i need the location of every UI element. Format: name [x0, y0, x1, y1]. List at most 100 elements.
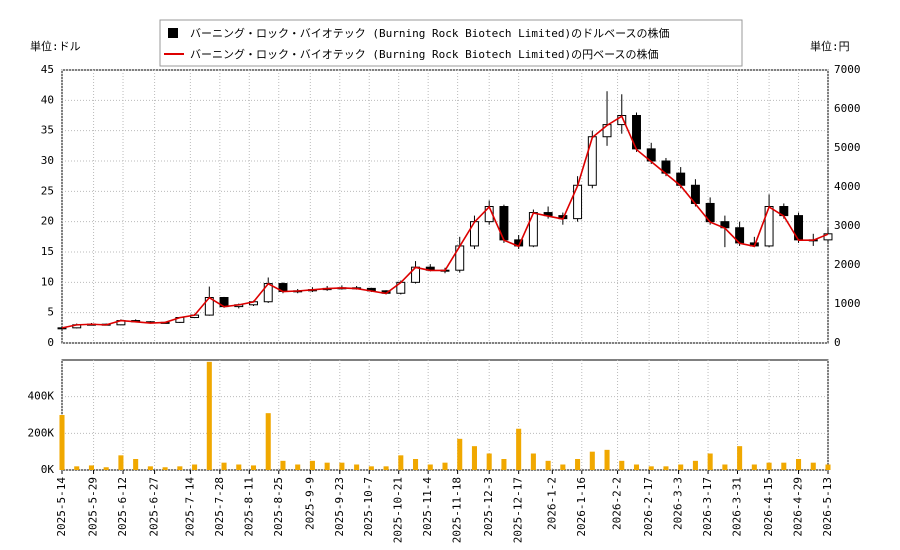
- y-tick-label: 40: [41, 93, 54, 106]
- volume-bar: [457, 438, 463, 470]
- x-tick-label: 2026-1-16: [575, 477, 588, 537]
- legend-label: バーニング・ロック・バイオテック (Burning Rock Biotech L…: [190, 47, 659, 61]
- volume-bar: [368, 466, 374, 470]
- volume-bar: [192, 464, 198, 470]
- volume-bar: [722, 464, 728, 470]
- y-tick-label: 30: [41, 154, 54, 167]
- plot-frame: [61, 359, 829, 471]
- volume-bar: [427, 464, 433, 470]
- x-tick-label: 2025-11-18: [451, 477, 464, 543]
- x-tick-label: 2025-7-28: [213, 477, 226, 537]
- x-tick-label: 2026-4-29: [792, 477, 805, 537]
- volume-bar: [766, 462, 772, 470]
- y-tick-label: 10: [41, 275, 54, 288]
- volume-bar: [501, 459, 507, 470]
- volume-bar: [633, 464, 640, 470]
- volume-bar: [589, 451, 595, 470]
- y2-tick-label: 2000: [834, 258, 861, 271]
- y-tick-label: 5: [47, 306, 54, 319]
- volume-bar: [781, 462, 787, 470]
- volume-bar: [354, 464, 360, 470]
- x-tick-label: 2026-3-31: [731, 477, 744, 537]
- price-line: [61, 115, 829, 329]
- y-tick-label: 0K: [41, 463, 55, 476]
- y2-tick-label: 5000: [834, 141, 861, 154]
- y2-tick-label: 3000: [834, 219, 861, 232]
- x-tick-label: 2025-6-27: [148, 477, 161, 537]
- volume-bar: [324, 462, 330, 470]
- volume-bar: [486, 453, 492, 470]
- x-tick-label: 2025-10-21: [392, 477, 405, 543]
- volume-bar: [309, 460, 315, 470]
- x-tick-label: 2025-11-4: [421, 477, 434, 537]
- x-tick-label: 2026-4-15: [762, 477, 775, 537]
- volume-bar: [295, 464, 301, 470]
- volume-bar: [751, 464, 757, 470]
- candle-body: [823, 233, 833, 241]
- plot-frame: [61, 69, 829, 344]
- volume-bar: [796, 459, 802, 470]
- volume-bar: [442, 462, 448, 470]
- y-tick-label: 45: [41, 63, 54, 76]
- x-tick-label: 2025-5-29: [87, 477, 100, 537]
- y-tick-label: 25: [41, 184, 54, 197]
- volume-bar: [280, 460, 286, 470]
- volume-bar: [265, 413, 271, 470]
- y2-tick-label: 1000: [834, 297, 861, 310]
- volume-bar: [177, 466, 183, 470]
- volume-bar: [398, 455, 404, 470]
- x-tick-label: 2025-12-3: [482, 477, 495, 537]
- volume-bar: [118, 455, 124, 470]
- volume-bar: [133, 459, 139, 470]
- volume-bar: [103, 467, 109, 470]
- x-tick-label: 2025-5-14: [55, 477, 68, 537]
- volume-bar: [516, 428, 522, 470]
- y2-tick-label: 7000: [834, 63, 861, 76]
- x-tick-label: 2026-2-17: [642, 477, 655, 537]
- volume-bar: [619, 460, 625, 470]
- candle-body: [602, 124, 612, 138]
- volume-bar: [810, 462, 816, 470]
- x-tick-label: 2026-5-13: [821, 477, 834, 537]
- volume-bar: [825, 464, 831, 470]
- legend-box: [159, 19, 743, 67]
- volume-bar: [692, 460, 698, 470]
- volume-bar: [471, 446, 477, 470]
- volume-bar: [74, 466, 80, 470]
- volume-bar: [383, 466, 389, 470]
- x-tick-label: 2025-9-23: [333, 477, 346, 537]
- x-tick-label: 2025-12-17: [512, 477, 525, 543]
- x-tick-label: 2025-6-12: [116, 477, 129, 537]
- x-tick-label: 2025-9-9: [303, 477, 316, 530]
- y-tick-label: 20: [41, 215, 54, 228]
- y2-tick-label: 4000: [834, 180, 861, 193]
- volume-bar: [575, 459, 581, 470]
- volume-bar: [604, 449, 610, 470]
- x-tick-label: 2026-3-17: [701, 477, 714, 537]
- y-tick-label: 200K: [28, 426, 55, 439]
- volume-bar: [250, 465, 257, 470]
- volume-bar: [545, 460, 551, 470]
- volume-bar: [206, 361, 212, 470]
- volume-bar: [413, 459, 419, 470]
- y2-tick-label: 0: [834, 336, 841, 349]
- volume-bar: [737, 446, 743, 470]
- volume-bar: [88, 465, 94, 470]
- x-tick-label: 2026-1-2: [545, 477, 558, 530]
- volume-bar: [663, 466, 669, 470]
- volume-bar: [236, 464, 242, 470]
- y2-tick-label: 6000: [834, 102, 861, 115]
- volume-bar: [339, 462, 345, 470]
- x-tick-label: 2025-8-11: [242, 477, 255, 537]
- y-tick-label: 15: [41, 245, 54, 258]
- y-tick-label: 35: [41, 124, 54, 137]
- x-tick-label: 2026-3-3: [672, 477, 685, 530]
- volume-bar: [560, 464, 566, 470]
- x-tick-label: 2026-2-2: [611, 477, 624, 530]
- y-tick-label: 400K: [28, 390, 55, 403]
- x-tick-label: 2025-10-7: [362, 477, 375, 537]
- volume-bar: [59, 415, 65, 470]
- legend-label: バーニング・ロック・バイオテック (Burning Rock Biotech L…: [190, 26, 670, 40]
- volume-bar: [707, 453, 713, 470]
- volume-bar: [530, 453, 536, 470]
